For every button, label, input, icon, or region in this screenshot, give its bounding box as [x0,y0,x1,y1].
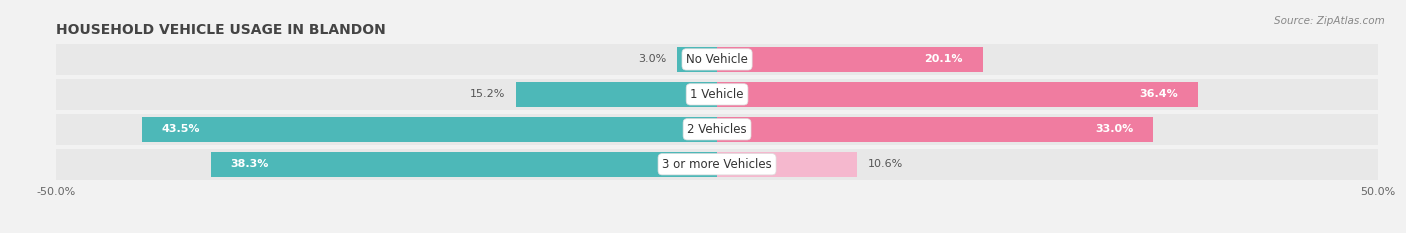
Text: 3 or more Vehicles: 3 or more Vehicles [662,158,772,171]
Bar [56,79,1378,110]
Bar [678,47,717,72]
Text: Source: ZipAtlas.com: Source: ZipAtlas.com [1274,16,1385,26]
Bar [717,47,983,72]
Text: HOUSEHOLD VEHICLE USAGE IN BLANDON: HOUSEHOLD VEHICLE USAGE IN BLANDON [56,23,387,37]
Legend: Owner-occupied, Renter-occupied: Owner-occupied, Renter-occupied [598,230,837,233]
Text: 10.6%: 10.6% [868,159,903,169]
Text: 1 Vehicle: 1 Vehicle [690,88,744,101]
Text: 20.1%: 20.1% [924,55,963,64]
Bar [56,44,1378,75]
Text: 33.0%: 33.0% [1095,124,1133,134]
Bar [717,152,858,177]
Bar [717,117,1153,142]
Text: 15.2%: 15.2% [470,89,506,99]
Text: 3.0%: 3.0% [638,55,666,64]
Bar [142,117,717,142]
Bar [717,82,1198,107]
Text: No Vehicle: No Vehicle [686,53,748,66]
Bar [56,149,1378,180]
Bar [56,114,1378,145]
Text: 2 Vehicles: 2 Vehicles [688,123,747,136]
Text: 38.3%: 38.3% [231,159,269,169]
Text: 43.5%: 43.5% [162,124,201,134]
Bar [516,82,717,107]
Text: 36.4%: 36.4% [1139,89,1178,99]
Bar [211,152,717,177]
